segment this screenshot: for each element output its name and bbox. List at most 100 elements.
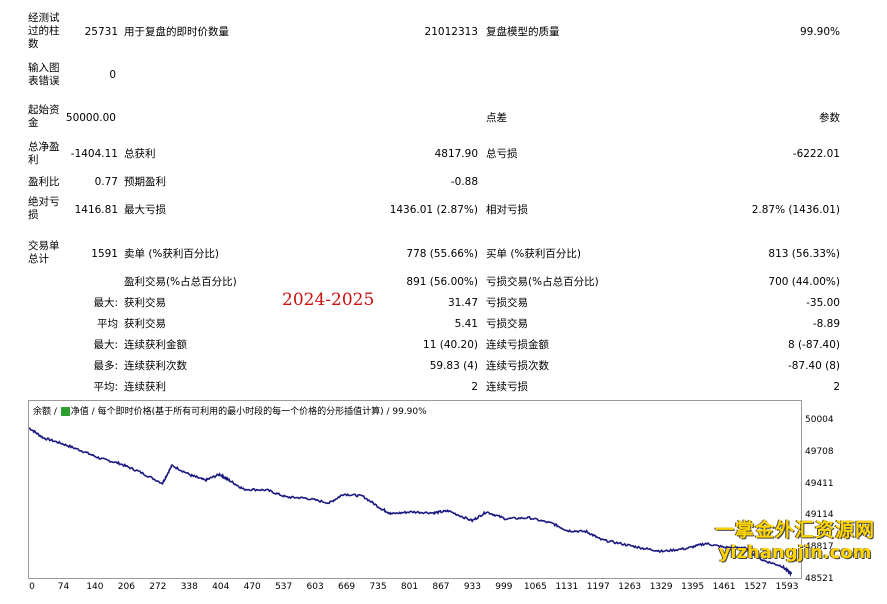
x-tick-label: 0 — [29, 582, 35, 592]
x-tick-label: 1131 — [555, 582, 579, 592]
year-range-stamp: 2024-2025 — [282, 290, 375, 310]
x-tick-label: 1329 — [649, 582, 673, 592]
site-watermark: 一掌金外汇资源网 yizhangjin.com — [715, 515, 875, 563]
chart-svg — [29, 427, 793, 577]
y-tick-label: 49114 — [805, 510, 834, 521]
legend-equity-label: 净值 — [70, 407, 89, 417]
chart-legend: 余额 / 净值 / 每个即时价格(基于所有可利用的最小时段的每一个价格的分形插值… — [33, 407, 427, 417]
report-summary: 经测试过的柱数 25731 用于复盘的即时价数量 21012313 复盘模型的质… — [28, 12, 840, 393]
x-tick-label: 404 — [212, 582, 230, 592]
net-profit-value: -1404.11 — [70, 148, 118, 160]
x-tick-label: 470 — [243, 582, 261, 592]
largest-loss-value: -35.00 — [806, 297, 840, 309]
loss-trades-value: 700 (44.00%) — [768, 276, 840, 288]
total-trades-value: 1591 — [91, 248, 118, 260]
expected-payoff-value: -0.88 — [450, 176, 478, 188]
gross-loss-label: 总亏损 — [486, 148, 518, 160]
x-tick-label: 537 — [275, 582, 293, 592]
ticks-value: 21012313 — [424, 26, 478, 38]
y-tick-label: 49708 — [805, 446, 834, 457]
watermark-url: yizhangjin.com — [718, 542, 872, 563]
profit-factor-label: 盈利比 — [28, 176, 60, 188]
max-drawdown-label: 最大亏损 — [124, 204, 166, 216]
equity-chart: 余额 / 净值 / 每个即时价格(基于所有可利用的最小时段的每一个价格的分形插值… — [28, 400, 887, 604]
watermark-title: 一掌金外汇资源网 — [714, 519, 875, 541]
spread-label: 点差 — [486, 112, 507, 124]
maximum-prefix: 最大: — [93, 339, 118, 351]
x-tick-label: 1065 — [523, 582, 547, 592]
largest-win-value: 31.47 — [447, 297, 478, 309]
average2-prefix: 平均: — [93, 381, 118, 393]
bars-label: 经测试过的柱数 — [28, 12, 60, 50]
gross-loss-value: -6222.01 — [792, 148, 840, 160]
average-loss-label: 亏损交易 — [486, 318, 528, 330]
net-profit-label: 总净盈利 — [28, 141, 60, 166]
y-tick-label: 48521 — [805, 574, 834, 584]
gross-profit-value: 4817.90 — [434, 148, 478, 160]
x-tick-label: 1263 — [618, 582, 642, 592]
x-tick-label: 1197 — [586, 582, 610, 592]
average-loss-value: -8.89 — [812, 318, 840, 330]
gross-profit-label: 总获利 — [124, 148, 156, 160]
legend-description: 每个即时价格(基于所有可利用的最小时段的每一个价格的分形插值计算) — [97, 407, 384, 417]
x-tick-label: 338 — [180, 582, 198, 592]
short-trades-label: 卖单 (%获利百分比) — [124, 248, 220, 260]
profit-trades-label: 盈利交易(%占总百分比) — [124, 276, 237, 288]
x-tick-label: 206 — [117, 582, 135, 592]
quality-label: 复盘模型的质量 — [486, 26, 560, 38]
deposit-label: 起始资金 — [28, 104, 60, 129]
most-prefix: 最多: — [93, 360, 118, 372]
absolute-drawdown-value: 1416.81 — [74, 204, 118, 216]
consecutive-loss-count-label: 连续亏损次数 — [486, 360, 549, 372]
legend-balance-label: 余额 — [33, 407, 52, 417]
consecutive-loss-amount-value: 8 (-87.40) — [787, 339, 840, 351]
ticks-label: 用于复盘的即时价数量 — [124, 26, 229, 38]
x-tick-label: 603 — [306, 582, 324, 592]
absolute-drawdown-label: 绝对亏损 — [28, 196, 60, 221]
x-tick-label: 801 — [400, 582, 419, 592]
consecutive-loss-amount-label: 连续亏损金额 — [486, 339, 549, 351]
consecutive-win-amount-value: 11 (40.20) — [423, 339, 478, 351]
expected-payoff-label: 预期盈利 — [124, 176, 166, 188]
total-trades-label: 交易单总计 — [28, 240, 60, 265]
x-tick-label: 735 — [369, 582, 387, 592]
largest-loss-label: 亏损交易 — [486, 297, 528, 309]
relative-drawdown-label: 相对亏损 — [486, 204, 528, 216]
x-tick-label: 1593 — [775, 582, 799, 592]
consecutive-win-count-value: 59.83 (4) — [429, 360, 478, 372]
x-tick-label: 1527 — [744, 582, 767, 592]
x-tick-label: 867 — [432, 582, 450, 592]
avg-consecutive-win-label: 连续获利 — [124, 381, 166, 393]
x-tick-label: 140 — [86, 582, 104, 592]
avg-consecutive-win-value: 2 — [471, 381, 478, 393]
x-tick-label: 74 — [57, 582, 70, 592]
average-prefix: 平均 — [97, 318, 118, 330]
x-tick-label: 272 — [149, 582, 167, 592]
avg-consecutive-loss-value: 2 — [833, 381, 840, 393]
params-label: 参数 — [819, 112, 840, 124]
x-tick-label: 933 — [463, 582, 481, 592]
average-win-value: 5.41 — [454, 318, 478, 330]
deposit-value: 50000.00 — [65, 112, 116, 124]
profit-factor-value: 0.77 — [94, 176, 118, 188]
largest-prefix: 最大: — [93, 297, 118, 309]
series-line-balance — [29, 427, 793, 577]
y-tick-label: 50004 — [805, 415, 834, 425]
bars-value: 25731 — [84, 26, 118, 38]
x-tick-label: 669 — [337, 582, 356, 592]
long-trades-value: 813 (56.33%) — [768, 248, 840, 260]
short-trades-value: 778 (55.66%) — [406, 248, 478, 260]
relative-drawdown-value: 2.87% (1436.01) — [751, 204, 840, 216]
x-tick-label: 1461 — [712, 582, 736, 592]
max-drawdown-value: 1436.01 (2.87%) — [389, 204, 478, 216]
avg-consecutive-loss-label: 连续亏损 — [486, 381, 528, 393]
largest-win-label: 获利交易 — [124, 297, 166, 309]
errors-label: 输入图表错误 — [28, 62, 60, 87]
chart-plot-frame: 余额 / 净值 / 每个即时价格(基于所有可利用的最小时段的每一个价格的分形插值… — [28, 400, 802, 579]
x-tick-label: 1395 — [681, 582, 705, 592]
long-trades-label: 买单 (%获利百分比) — [486, 248, 582, 260]
x-tick-label: 999 — [495, 582, 513, 592]
consecutive-loss-count-value: -87.40 (8) — [787, 360, 840, 372]
legend-quality: 99.90% — [392, 407, 427, 417]
average-win-label: 获利交易 — [124, 318, 166, 330]
